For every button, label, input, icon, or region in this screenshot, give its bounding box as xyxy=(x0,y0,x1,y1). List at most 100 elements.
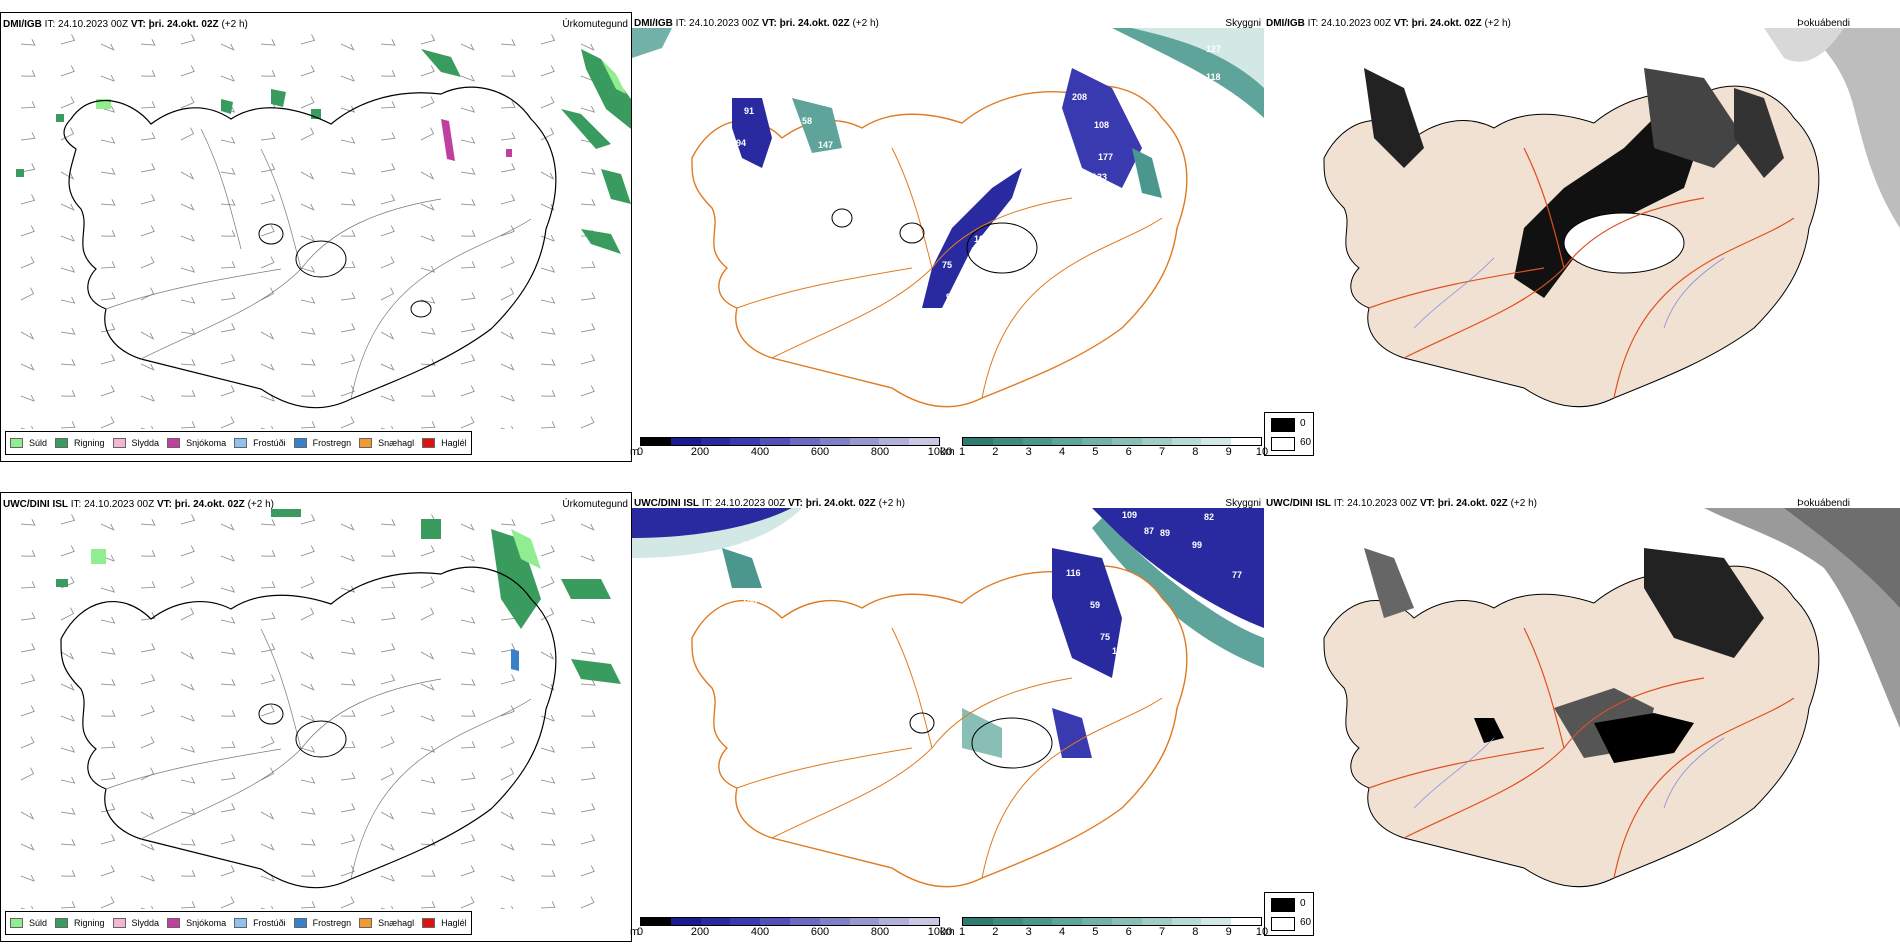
wind-barb xyxy=(20,581,36,589)
colorbar-segment xyxy=(992,438,1023,445)
wind-barb xyxy=(60,65,75,77)
wind-barb xyxy=(60,328,76,335)
legend-swatch xyxy=(422,438,436,448)
wind-barb xyxy=(220,416,235,429)
colorbar-segment xyxy=(1022,438,1053,445)
panel-title: Skyggni xyxy=(1225,18,1261,29)
wind-barb xyxy=(100,230,116,237)
wind-barb xyxy=(60,776,76,784)
colorbar-segment xyxy=(849,918,880,925)
wind-barb xyxy=(540,34,556,45)
wind-barb xyxy=(380,705,395,717)
wind-barb xyxy=(60,171,75,180)
wind-barb xyxy=(500,70,516,77)
visibility-colorbar-ticks: 1 2 3 4 5 6 7 8 9 10 xyxy=(959,926,1268,938)
wind-barb xyxy=(60,514,76,525)
vis-label: 82 xyxy=(1204,512,1214,522)
vis-label: 147 xyxy=(818,140,833,150)
wind-barb xyxy=(380,874,395,882)
wind-barb xyxy=(420,234,435,242)
wind-barb xyxy=(300,328,316,335)
vis-label: 75 xyxy=(942,260,952,270)
fog-legend-swatch xyxy=(1271,917,1295,931)
vis-label: 58 xyxy=(802,116,812,126)
vis-label: 118 xyxy=(1206,72,1221,82)
wind-barb xyxy=(580,385,595,397)
fog-legend-label: 60 xyxy=(1300,917,1312,928)
wind-barb xyxy=(380,643,396,653)
wind-barb xyxy=(60,265,76,273)
wind-barb xyxy=(540,296,556,304)
wind-barb xyxy=(580,741,596,749)
colorbar-tick: 10 xyxy=(1255,926,1269,938)
wind-barb xyxy=(340,323,356,333)
wind-barb xyxy=(20,194,36,205)
fog-index-panel-row1: DMI/IGB IT: 24.10.2023 00Z VT: þri. 24.o… xyxy=(1264,12,1900,462)
wind-barb xyxy=(500,643,516,653)
legend-label: Rigning xyxy=(74,438,105,448)
colorbar-segment xyxy=(730,918,761,925)
wind-barb xyxy=(300,203,315,211)
legend-swatch xyxy=(422,918,436,928)
wind-barb xyxy=(100,168,116,175)
fog-index-panel-row2: UWC/DINI ISL IT: 24.10.2023 00Z VT: þri.… xyxy=(1264,492,1900,942)
wind-barb xyxy=(220,43,235,51)
wind-barb xyxy=(100,741,116,749)
wind-barb xyxy=(540,545,555,557)
wind-barb xyxy=(300,34,316,45)
fog-legend-swatch xyxy=(1271,898,1295,912)
colorbar-segment xyxy=(641,438,671,445)
colorbar-tick: 5 xyxy=(1092,446,1099,458)
panel-title: Úrkomutegund xyxy=(562,19,628,30)
wind-barb xyxy=(100,354,116,365)
wind-barb xyxy=(20,674,36,685)
colorbar-segment xyxy=(641,918,671,925)
colorbar-tick: 2 xyxy=(992,926,999,938)
wind-barb xyxy=(540,265,556,273)
wind-barb xyxy=(540,683,555,691)
wind-barb xyxy=(460,168,476,175)
wind-barb xyxy=(460,865,475,877)
wind-barb xyxy=(140,132,156,141)
visibility-panel-row2: UWC/DINI ISL IT: 24.10.2023 00Z VT: þri.… xyxy=(632,492,1264,942)
wind-barb xyxy=(460,554,475,562)
panel-header: UWC/DINI ISL IT: 24.10.2023 00Z VT: þri.… xyxy=(1266,498,1537,509)
wind-barb xyxy=(300,808,316,815)
precip-patches xyxy=(16,49,631,254)
wind-barb xyxy=(580,648,596,655)
wind-barb xyxy=(300,776,316,784)
wind-barb xyxy=(180,901,196,909)
wind-barb xyxy=(100,585,116,593)
wind-barb xyxy=(340,523,355,531)
wind-barb xyxy=(60,203,75,211)
visibility-unit: km xyxy=(940,926,955,938)
wind-barb xyxy=(460,834,476,845)
wind-barb xyxy=(20,905,34,909)
wind-barb xyxy=(180,234,195,242)
panel-header: UWC/DINI ISL IT: 24.10.2023 00Z VT: þri.… xyxy=(634,498,905,509)
wind-barb xyxy=(100,616,116,624)
visibility-panel-row1: DMI/IGB IT: 24.10.2023 00Z VT: þri. 24.o… xyxy=(632,12,1264,462)
iceland-precip-map xyxy=(16,34,631,429)
colorbar-segment xyxy=(819,438,850,445)
wind-barb xyxy=(260,132,276,141)
legend-swatch xyxy=(112,918,126,928)
wind-barb xyxy=(20,519,36,526)
legend-item: Snjókoma xyxy=(167,438,226,448)
wind-barb xyxy=(300,839,316,846)
vis-label: 86 xyxy=(742,540,752,550)
wind-barb xyxy=(340,261,356,269)
wind-barb xyxy=(300,651,315,660)
wind-barb xyxy=(420,390,436,397)
wind-barb xyxy=(340,834,356,845)
wind-barb xyxy=(340,74,355,82)
wind-barb xyxy=(380,163,396,173)
colorbar-segment xyxy=(1201,918,1232,925)
colorbar-segment xyxy=(760,438,790,445)
wind-barb xyxy=(100,292,116,301)
wind-barb xyxy=(180,265,196,273)
wind-barb xyxy=(180,96,195,109)
wind-barb xyxy=(460,803,476,813)
wind-barb xyxy=(380,394,395,402)
wind-barb xyxy=(460,292,476,301)
